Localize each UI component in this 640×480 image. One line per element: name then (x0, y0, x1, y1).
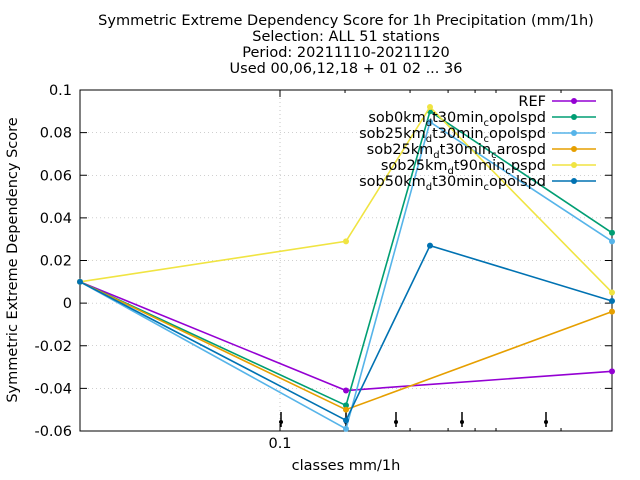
y-tick-label: 0 (63, 296, 72, 312)
y-tick-label: 0.08 (40, 126, 72, 142)
data-point (609, 308, 615, 315)
y-tick-label: -0.06 (34, 424, 72, 440)
data-point (343, 387, 349, 394)
data-point (343, 406, 349, 413)
legend-marker (571, 130, 577, 136)
data-point (343, 402, 349, 409)
title-line: Period: 20211110-20211120 (242, 45, 450, 61)
y-tick-label: -0.04 (34, 381, 72, 397)
data-point (343, 238, 349, 245)
series-lines (77, 104, 615, 432)
series-line-0 (79, 281, 613, 392)
series-line-1 (79, 110, 613, 407)
legend-marker (571, 178, 577, 184)
legend-label: REF (518, 94, 546, 110)
series-line-4 (79, 105, 613, 294)
data-point (427, 104, 433, 111)
rug-dot (544, 420, 548, 424)
x-tick-label: 0.1 (268, 436, 291, 452)
rug-dot (279, 420, 283, 424)
data-point (609, 368, 615, 375)
data-point (609, 229, 615, 236)
y-tick-label: 0.06 (40, 168, 72, 184)
legend-marker (571, 146, 577, 152)
y-axis: -0.06 -0.04 -0.02 0 0.02 0.04 0.06 0.08 0.1 (34, 83, 612, 440)
legend-label: sob25kmdt90mincpspd (381, 158, 546, 177)
data-point (343, 417, 349, 424)
y-tick-label: 0.1 (49, 83, 72, 99)
data-point (427, 242, 433, 249)
title-line: Symmetric Extreme Dependency Score for 1… (98, 13, 594, 29)
y-tick-label: -0.02 (34, 339, 72, 355)
legend-marker (571, 98, 577, 104)
y-axis-label: Symmetric Extreme Dependency Score (5, 117, 21, 402)
y-tick-label: 0.04 (40, 211, 72, 227)
y-tick-label: 0.02 (40, 254, 72, 270)
series-line-5 (79, 244, 613, 422)
legend: REFsob0kmdt30mincopolspdsob25kmdt30minco… (359, 94, 596, 193)
data-point (427, 118, 433, 125)
rug-dot (460, 420, 464, 424)
data-point (609, 238, 615, 245)
legend-label: sob25kmdt30mincarospd (367, 142, 546, 161)
data-point (609, 297, 615, 304)
title-line: Used 00,06,12,18 + 01 02 ... 36 (230, 61, 463, 77)
legend-label: sob25kmdt30mincopolspd (359, 126, 546, 145)
data-point (343, 425, 349, 432)
legend-marker (571, 162, 577, 168)
legend-label: sob0kmdt30mincopolspd (368, 110, 546, 129)
x-axis: 0.1 (268, 90, 562, 452)
legend-label: sob50kmdt30mincopolspd (359, 174, 546, 193)
data-point (609, 289, 615, 296)
legend-marker (571, 114, 577, 120)
rug-dot (394, 420, 398, 424)
series-line-2 (79, 120, 613, 431)
data-point (77, 278, 83, 285)
chart-title: Symmetric Extreme Dependency Score for 1… (98, 13, 594, 77)
title-line: Selection: ALL 51 stations (252, 29, 440, 45)
x-axis-label: classes mm/1h (292, 458, 401, 474)
